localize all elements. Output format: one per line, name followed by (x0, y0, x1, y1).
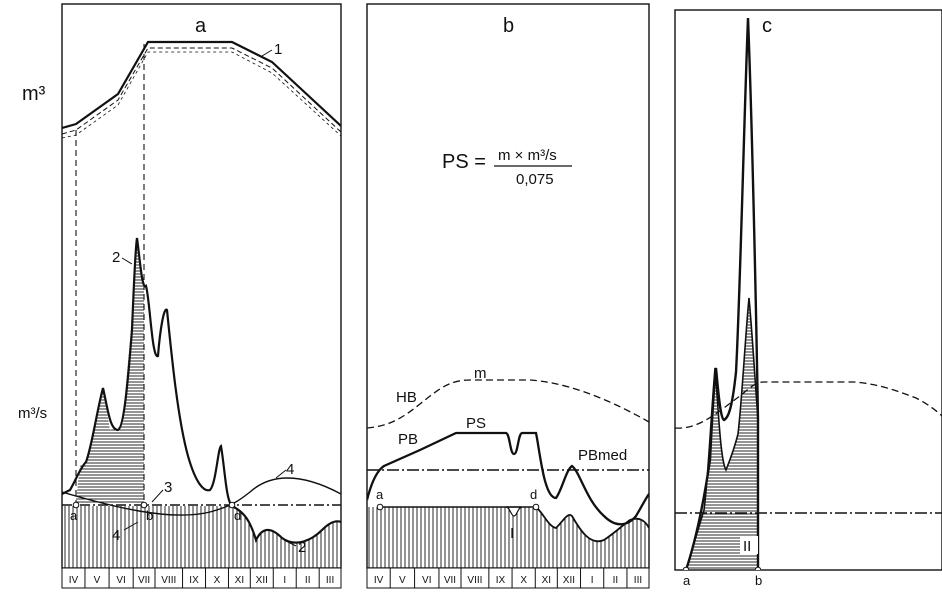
panel-a: a 1 2 3 (61, 3, 342, 589)
leader-2-top (121, 257, 133, 265)
volume-unit-label: m³ (22, 83, 46, 105)
panel-b-band-lower (535, 506, 649, 543)
panel-b-point-d (532, 503, 540, 511)
month-label: IV (69, 575, 79, 586)
leader-4-right (275, 469, 287, 479)
month-label: II (613, 575, 619, 586)
leader-3 (151, 489, 164, 503)
curve-2-hydrograph (62, 237, 341, 544)
panel-c-point-a-label: a (683, 573, 691, 588)
leader-2-bottom (283, 539, 297, 547)
panel-c-hydrograph-tall (684, 17, 760, 570)
leader-4-left (123, 521, 139, 531)
panel-c-point-b-label: b (755, 573, 762, 588)
month-label: III (326, 575, 334, 586)
panel-c: c II a b (674, 9, 942, 588)
panel-c-frame (674, 9, 942, 571)
panel-b-frame (366, 3, 650, 569)
month-label: XI (542, 575, 551, 586)
curve-label-4-left: 4 (112, 527, 120, 544)
panel-b-base-hatch (367, 507, 649, 568)
panel-a-month-axis: IV V VI VII VIII IX X XI XII I II III (61, 567, 342, 589)
panel-c-hydrograph-low (685, 297, 759, 570)
label-pb: PB (398, 431, 418, 448)
label-ps: PS (466, 415, 486, 432)
panel-a-point-b-label: b (146, 508, 153, 523)
month-label: IX (189, 575, 199, 586)
month-label: VII (138, 575, 150, 586)
panel-c-hatch (686, 298, 758, 570)
formula-lhs: PS = (442, 151, 486, 173)
month-label: XI (235, 575, 244, 586)
panel-a-point-a-label: a (70, 508, 78, 523)
month-label: VIII (467, 575, 482, 586)
month-label: V (399, 575, 406, 586)
curve-label-2-bottom: 2 (298, 539, 306, 556)
month-label: XII (563, 575, 575, 586)
panel-a-base-hatch (62, 506, 341, 568)
month-label: XII (256, 575, 268, 586)
panel-b-dip (505, 506, 523, 517)
month-label: I (591, 575, 594, 586)
ps-formula: PS = m × m³/s 0,075 (442, 147, 572, 188)
curve-1-volume-inner (62, 51, 341, 139)
hb-curve (367, 379, 649, 429)
formula-numerator: m × m³/s (498, 147, 557, 164)
panel-b-title: b (503, 15, 514, 37)
label-pbmed: PBmed (578, 447, 627, 464)
month-label: VII (444, 575, 456, 586)
label-m: m (474, 365, 487, 382)
panel-a-point-d-label: d (234, 508, 241, 523)
curve-label-2-top: 2 (112, 249, 120, 266)
panel-c-title: c (762, 15, 772, 37)
curve-label-3: 3 (164, 479, 172, 496)
curve-1-volume (62, 40, 341, 130)
month-label: IV (374, 575, 384, 586)
month-label: V (94, 575, 101, 586)
panel-a-title: a (195, 15, 207, 37)
leader-1 (261, 49, 273, 57)
month-label: X (214, 575, 221, 586)
panel-c-roman-ii: II (743, 538, 751, 555)
panel-b-point-a (376, 503, 384, 511)
panel-c-point-b (754, 566, 762, 570)
panel-b-point-d-label: d (530, 487, 537, 502)
month-label: VI (422, 575, 431, 586)
month-label: VIII (161, 575, 176, 586)
panel-c-point-a (682, 566, 690, 570)
panel-c-roman-bg (740, 536, 758, 554)
month-label: III (634, 575, 642, 586)
label-hb: HB (396, 389, 417, 406)
flow-unit-label: m³/s (18, 405, 47, 422)
curve-label-4-right: 4 (286, 461, 294, 478)
month-label: IX (496, 575, 506, 586)
panel-b: b PS = m × m³/s 0,075 m HB (366, 3, 650, 589)
curve-1-volume-dash (62, 47, 341, 135)
month-label: VI (116, 575, 125, 586)
panel-a-point-d (228, 501, 236, 509)
panel-a-point-a (72, 501, 80, 509)
formula-denominator: 0,075 (516, 171, 554, 188)
month-label: I (283, 575, 286, 586)
month-label: X (520, 575, 527, 586)
month-label: II (305, 575, 311, 586)
curve-label-1: 1 (274, 41, 282, 58)
panel-a-point-b (140, 501, 148, 509)
panel-b-month-axis: IV V VI VII VIII IX X XI XII I II III (366, 567, 650, 589)
label-roman-i: I (510, 525, 514, 542)
panel-b-point-a-label: a (376, 487, 384, 502)
